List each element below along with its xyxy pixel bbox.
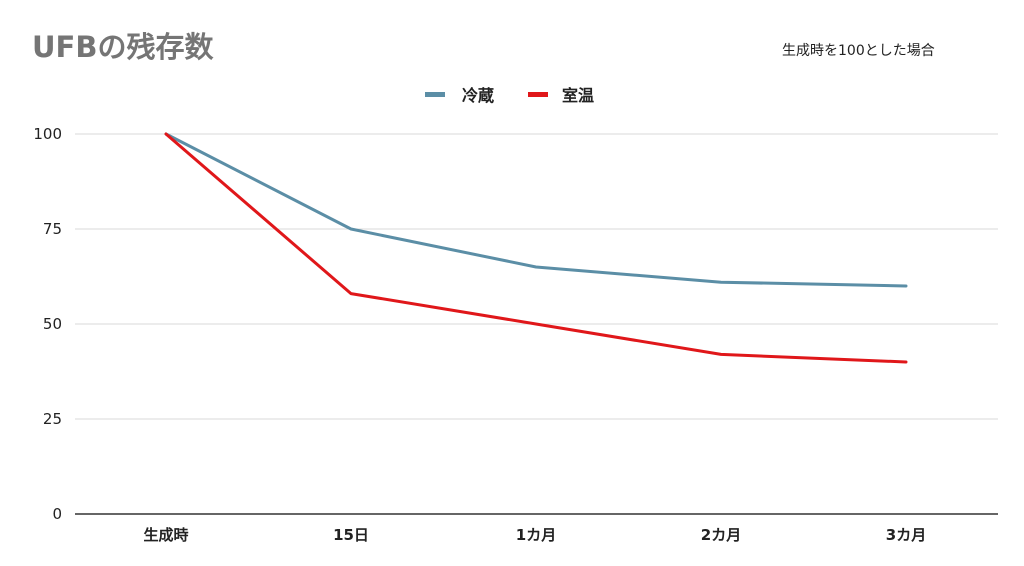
x-tick-label: 15日 [333,526,369,544]
y-tick-label: 25 [43,410,62,428]
x-tick-label: 1カ月 [516,526,556,544]
x-axis-ticks: 生成時 15日 1カ月 2カ月 3カ月 [143,526,926,544]
series-line-0 [166,134,906,286]
legend-label: 冷蔵 [462,86,494,105]
y-tick-label: 100 [33,125,62,143]
legend: 冷蔵 室温 [425,86,594,105]
legend-label: 室温 [562,86,594,105]
y-tick-label: 75 [43,220,62,238]
series-lines [166,134,906,362]
x-tick-label: 生成時 [143,526,188,544]
x-tick-label: 3カ月 [886,526,926,544]
x-tick-label: 2カ月 [701,526,741,544]
legend-swatch [425,92,445,97]
series-line-1 [166,134,906,362]
legend-swatch [528,92,548,97]
y-tick-label: 50 [43,315,62,333]
y-tick-label: 0 [52,505,62,523]
y-axis-ticks: 0 25 50 75 100 [33,125,62,523]
